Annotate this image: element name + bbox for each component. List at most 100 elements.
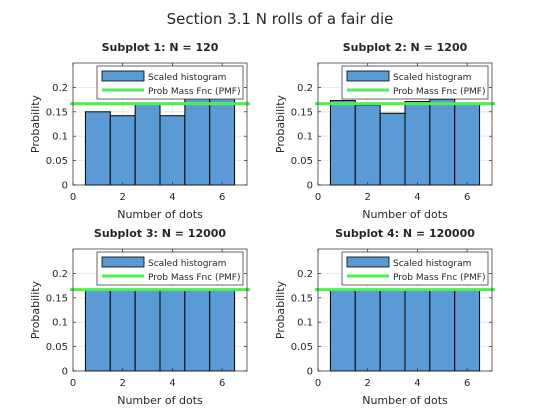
y-tick-label: 0.05	[291, 342, 313, 353]
axes-frame	[72, 62, 248, 186]
y-tick-label: 0.05	[46, 156, 68, 167]
histogram-bar	[159, 289, 186, 372]
x-tick-label: 0	[70, 378, 76, 389]
legend-label-histogram: Scaled histogram	[393, 73, 471, 83]
legend-label-histogram: Scaled histogram	[148, 73, 226, 83]
histogram-bar	[84, 111, 111, 186]
y-axis-label: Probability	[274, 94, 287, 153]
y-tick-label: 0.2	[297, 83, 313, 94]
x-axis-label: Number of dots	[362, 208, 448, 221]
y-tick-label: 0.05	[46, 342, 68, 353]
subplot-3: 0 2 4 6 0 0.05 0.1 0.15 0.2 Subplot 3: N = 12000 N…	[29, 227, 250, 407]
y-axis-label: Probability	[29, 94, 42, 153]
histogram-bar	[134, 103, 161, 186]
legend-swatch-histogram	[101, 70, 145, 82]
histogram-bar	[329, 100, 356, 186]
subplot-title: Subplot 2: N = 1200	[343, 41, 468, 54]
subplot-title: Subplot 3: N = 12000	[94, 227, 226, 240]
y-tick-label: 0	[62, 181, 68, 192]
x-tick-label: 0	[315, 192, 321, 203]
y-axis-label: Probability	[29, 280, 42, 339]
histogram-bar	[454, 289, 481, 372]
axes-frame	[317, 248, 493, 372]
y-tick-label: 0.1	[52, 318, 68, 329]
legend-swatch-histogram	[346, 256, 390, 268]
y-tick-label: 0	[62, 367, 68, 378]
histogram-bar	[429, 98, 456, 186]
y-tick-label: 0.15	[46, 107, 68, 118]
subplot-1: 0 2 4 6 0 0.05 0.1 0.15 0.2 Subplot 1: N = 120 Num…	[29, 41, 250, 221]
x-tick-label: 2	[120, 192, 126, 203]
y-axis-label: Probability	[274, 280, 287, 339]
y-tick-label: 0.15	[46, 293, 68, 304]
subplot-4: 0 2 4 6 0 0.05 0.1 0.15 0.2 Subplot 4: N = 120000…	[274, 227, 495, 407]
legend-label-histogram: Scaled histogram	[393, 259, 471, 269]
x-tick-label: 6	[219, 378, 225, 389]
x-axis-label: Number of dots	[117, 394, 203, 407]
legend-label-pmf: Prob Mass Fnc (PMF)	[148, 273, 240, 283]
y-tick-label: 0.2	[52, 83, 68, 94]
y-tick-label: 0	[307, 367, 313, 378]
x-axis-label: Number of dots	[362, 394, 448, 407]
x-tick-label: 4	[414, 378, 420, 389]
x-tick-label: 6	[464, 378, 470, 389]
axes-frame	[317, 62, 493, 186]
legend: Scaled histogram Prob Mass Fnc (PMF)	[341, 65, 489, 100]
legend-label-pmf: Prob Mass Fnc (PMF)	[148, 87, 240, 97]
legend-label-pmf: Prob Mass Fnc (PMF)	[393, 273, 485, 283]
x-tick-label: 4	[414, 192, 420, 203]
histogram-bar	[329, 289, 356, 372]
x-tick-label: 0	[70, 192, 76, 203]
y-tick-label: 0	[307, 181, 313, 192]
subplots: 0 2 4 6 0 0.05 0.1 0.15 0.2 Subplot 1: N = 120 Num…	[29, 41, 495, 407]
subplot-title: Subplot 1: N = 120	[102, 41, 219, 54]
x-tick-label: 0	[315, 378, 321, 389]
x-tick-label: 2	[365, 192, 371, 203]
histogram-bar	[209, 289, 236, 372]
histogram-bar	[354, 289, 381, 372]
x-tick-label: 2	[365, 378, 371, 389]
y-tick-label: 0.15	[291, 293, 313, 304]
histogram-bar	[454, 102, 481, 186]
y-tick-label: 0.05	[291, 156, 313, 167]
histogram-bar	[134, 288, 161, 372]
histogram-bar	[354, 104, 381, 186]
subplot-2: 0 2 4 6 0 0.05 0.1 0.15 0.2 Subplot 2: N = 1200 Nu…	[274, 41, 495, 221]
histogram-bar	[184, 86, 211, 186]
x-axis-label: Number of dots	[117, 208, 203, 221]
x-tick-label: 4	[169, 378, 175, 389]
legend: Scaled histogram Prob Mass Fnc (PMF)	[96, 251, 244, 286]
histogram-bar	[109, 115, 136, 186]
legend: Scaled histogram Prob Mass Fnc (PMF)	[341, 251, 489, 286]
histogram-bar	[404, 101, 431, 186]
x-tick-label: 4	[169, 192, 175, 203]
legend-swatch-histogram	[346, 70, 390, 82]
histogram-bar	[429, 289, 456, 372]
legend: Scaled histogram Prob Mass Fnc (PMF)	[96, 65, 244, 100]
histogram-bar	[184, 289, 211, 372]
y-tick-label: 0.1	[297, 318, 313, 329]
y-tick-label: 0.2	[297, 269, 313, 280]
axes-frame	[72, 248, 248, 372]
figure-title: Section 3.1 N rolls of a fair die	[167, 10, 394, 28]
legend-label-histogram: Scaled histogram	[148, 259, 226, 269]
y-tick-label: 0.1	[52, 132, 68, 143]
x-tick-label: 2	[120, 378, 126, 389]
x-tick-label: 6	[464, 192, 470, 203]
x-tick-label: 6	[219, 192, 225, 203]
legend-swatch-histogram	[101, 256, 145, 268]
histogram-bar	[109, 289, 136, 372]
legend-box	[96, 251, 244, 286]
histogram-bar	[379, 112, 406, 186]
histogram-bar	[159, 115, 186, 186]
y-tick-label: 0.2	[52, 269, 68, 280]
y-tick-label: 0.15	[291, 107, 313, 118]
y-tick-label: 0.1	[297, 132, 313, 143]
histogram-bar	[404, 289, 431, 372]
legend-label-pmf: Prob Mass Fnc (PMF)	[393, 87, 485, 97]
histogram-bar	[84, 289, 111, 372]
histogram-bar	[209, 86, 236, 186]
histogram-bar	[379, 289, 406, 372]
subplot-title: Subplot 4: N = 120000	[335, 227, 475, 240]
